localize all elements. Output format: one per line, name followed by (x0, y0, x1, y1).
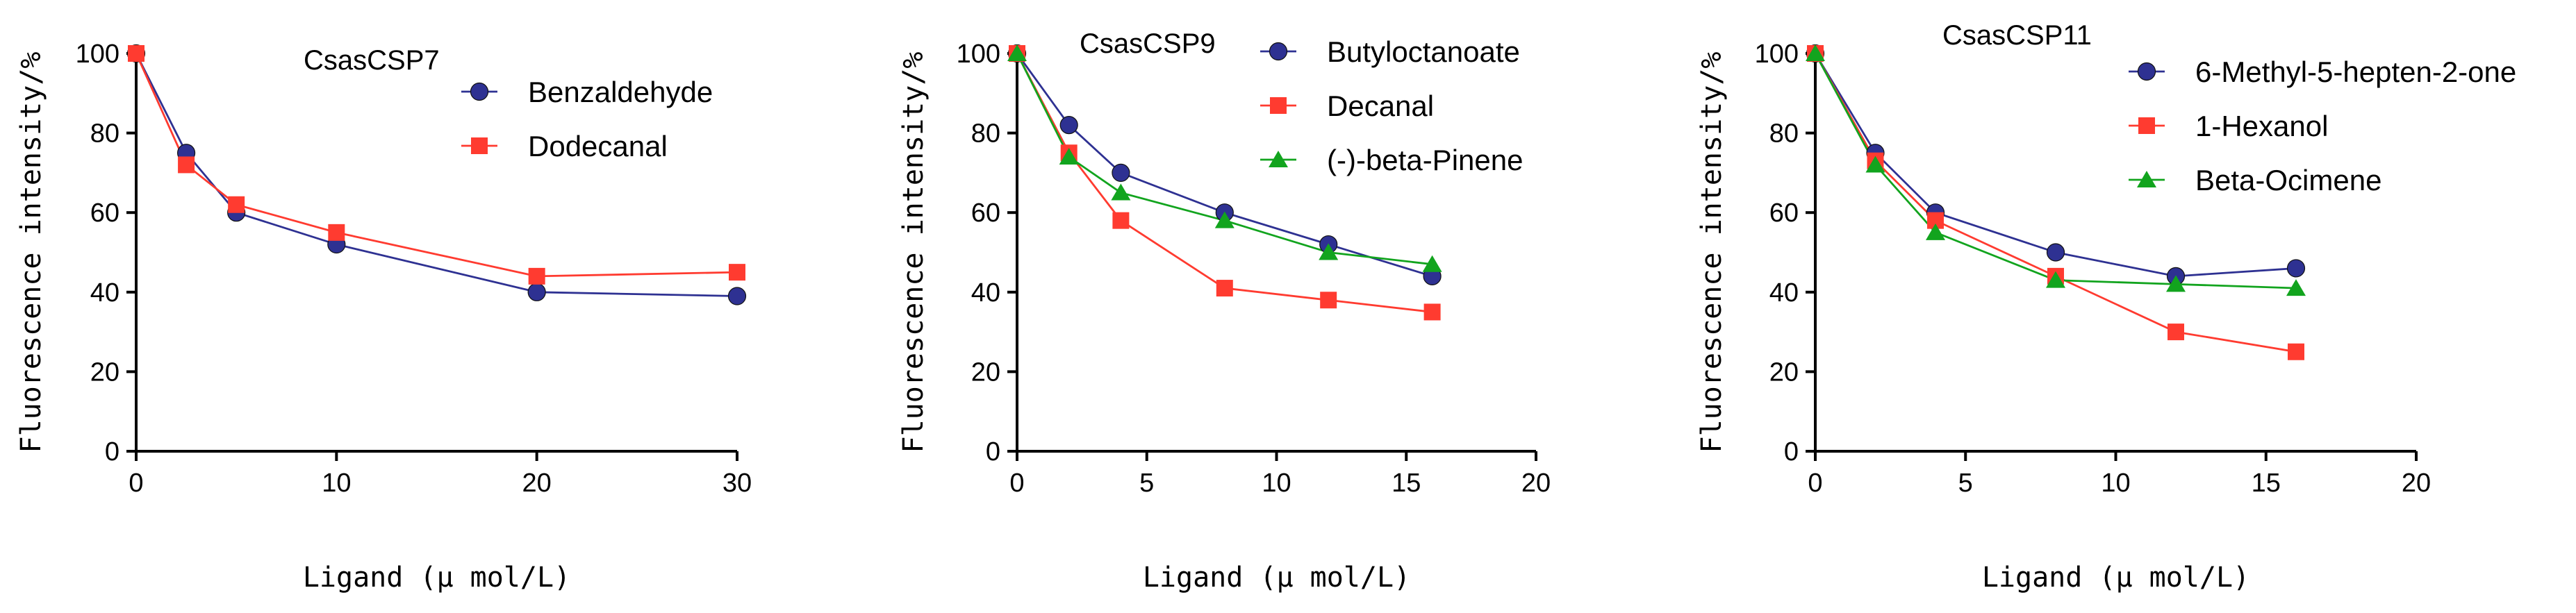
y-axis-label: Fluorescence intensity/% (15, 52, 47, 453)
legend-label: Benzaldehyde (528, 76, 713, 108)
data-point-3 (1865, 156, 1885, 173)
legend-marker (1269, 42, 1288, 61)
data-point-2 (128, 45, 145, 62)
x-tick-label: 20 (1521, 469, 1551, 498)
series-line-2 (135, 53, 738, 278)
legend-marker (1269, 151, 1288, 167)
legend-marker (2138, 117, 2155, 134)
panel-title: CsasCSP11 (1942, 20, 2092, 51)
x-tick-label: 30 (723, 469, 752, 498)
legend-label: (-)-beta-Pinene (1327, 144, 1523, 176)
chart-panel-2: 0 20 40 60 80 100 0 5 10 15 20 Fluorescence intensi… (898, 28, 1551, 594)
data-point-3 (1422, 255, 1442, 272)
legend-marker (1270, 97, 1287, 114)
data-point-1 (527, 283, 546, 301)
x-tick-label: 0 (1009, 469, 1024, 498)
chart-panel-3: 0 20 40 60 80 100 0 5 10 15 20 Fluorescence intensi… (1696, 20, 2516, 594)
series-line-3 (1814, 53, 2297, 289)
x-tick-label: 10 (2101, 469, 2130, 498)
series-line-3 (1016, 53, 1433, 266)
data-point-2 (2288, 343, 2304, 360)
data-point-2 (1216, 280, 1233, 297)
y-tick-label: 80 (971, 119, 1000, 149)
y-tick-label: 100 (957, 40, 1000, 69)
y-tick-label: 0 (1784, 437, 1799, 467)
y-tick-label: 60 (971, 199, 1000, 228)
panel-title: CsasCSP9 (1080, 28, 1216, 59)
y-tick-label: 20 (90, 358, 119, 387)
legend-marker (2137, 171, 2156, 187)
data-point-2 (228, 196, 245, 213)
chart-panel-1: 0 20 40 60 80 100 0 10 20 30 Fluorescence intensit… (15, 40, 752, 594)
series-line-1 (135, 53, 738, 297)
y-tick-label: 40 (1769, 278, 1799, 308)
legend-label: Dodecanal (528, 130, 668, 162)
y-tick-label: 0 (105, 437, 119, 467)
x-tick-label: 10 (322, 469, 351, 498)
legend-label: 1-Hexanol (2195, 110, 2328, 142)
data-point-1 (1059, 116, 1078, 135)
legend-label: Butyloctanoate (1327, 35, 1520, 68)
y-tick-label: 40 (971, 278, 1000, 308)
data-point-3 (1059, 147, 1079, 165)
y-tick-label: 100 (1755, 40, 1799, 69)
x-tick-label: 0 (129, 469, 143, 498)
y-tick-label: 0 (986, 437, 1000, 467)
x-axis-label: Ligand (μ mol/L) (1982, 562, 2249, 594)
data-point-3 (1214, 211, 1235, 228)
x-tick-label: 0 (1808, 469, 1822, 498)
data-point-3 (2286, 279, 2306, 296)
y-tick-label: 60 (1769, 199, 1799, 228)
data-point-3 (1926, 223, 1945, 240)
data-point-2 (2168, 324, 2184, 341)
legend-marker (471, 137, 488, 154)
data-point-2 (1112, 212, 1130, 229)
data-point-2 (328, 224, 345, 241)
series-line-1 (1814, 53, 2297, 278)
x-axis-label: Ligand (μ mol/L) (303, 562, 570, 594)
y-axis-label: Fluorescence intensity/% (898, 52, 930, 453)
y-tick-label: 40 (90, 278, 119, 308)
y-tick-label: 60 (90, 199, 119, 228)
data-point-3 (1806, 44, 1825, 61)
data-point-2 (729, 264, 745, 281)
data-point-3 (1111, 183, 1131, 201)
x-tick-label: 5 (1958, 469, 1973, 498)
y-tick-label: 20 (1769, 358, 1799, 387)
data-point-1 (727, 287, 747, 305)
data-point-3 (1319, 243, 1339, 260)
x-tick-label: 20 (2402, 469, 2431, 498)
series-line-2 (1814, 53, 2297, 353)
legend-marker (470, 82, 489, 101)
y-tick-label: 80 (1769, 119, 1799, 149)
series-line-1 (1016, 53, 1433, 278)
data-point-2 (1320, 292, 1337, 309)
x-tick-label: 5 (1139, 469, 1154, 498)
legend-label: 6-Methyl-5-hepten-2-one (2195, 56, 2516, 88)
legend-marker (2137, 62, 2156, 81)
y-tick-label: 80 (90, 119, 119, 149)
x-tick-label: 15 (2252, 469, 2281, 498)
data-point-1 (2046, 243, 2065, 262)
x-tick-label: 20 (522, 469, 552, 498)
y-axis-label: Fluorescence intensity/% (1696, 52, 1728, 453)
data-point-3 (2046, 271, 2065, 288)
data-point-3 (1007, 44, 1027, 61)
panel-title: CsasCSP7 (304, 45, 440, 76)
y-tick-label: 100 (76, 40, 119, 69)
x-tick-label: 10 (1262, 469, 1291, 498)
data-point-2 (1423, 303, 1441, 321)
x-axis-label: Ligand (μ mol/L) (1143, 562, 1410, 594)
legend-label: Beta-Ocimene (2195, 164, 2381, 196)
y-tick-label: 20 (971, 358, 1000, 387)
data-point-1 (2286, 259, 2306, 278)
legend-label: Decanal (1327, 90, 1434, 122)
series-line-2 (1016, 53, 1433, 313)
data-point-2 (178, 156, 195, 174)
x-tick-label: 15 (1392, 469, 1421, 498)
data-point-3 (2166, 275, 2186, 292)
data-point-2 (528, 267, 545, 285)
data-point-1 (1112, 163, 1130, 182)
